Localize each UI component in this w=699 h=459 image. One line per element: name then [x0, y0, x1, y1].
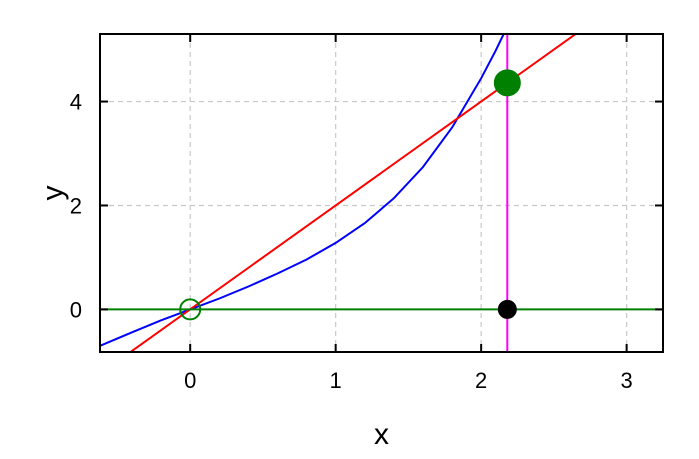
- grid: [100, 34, 663, 352]
- y-tick-labels: 0 2 4: [70, 90, 82, 323]
- y-axis-label: y: [37, 186, 70, 201]
- x-tick-labels: 0 1 2 3: [184, 368, 633, 393]
- data-point: [497, 299, 517, 319]
- series-line-curve: [100, 34, 505, 347]
- plot-frame: [99, 33, 664, 353]
- x-tick-label: 2: [475, 368, 487, 393]
- x-tick-label: 0: [184, 368, 196, 393]
- series-line-line: [128, 34, 578, 352]
- data-point: [493, 69, 521, 97]
- x-axis-label: x: [374, 418, 389, 451]
- series-layer: [100, 34, 663, 352]
- y-tick-label: 4: [70, 90, 82, 115]
- data-point: [179, 298, 202, 321]
- x-tick-label: 3: [621, 368, 633, 393]
- y-tick-label: 0: [70, 297, 82, 322]
- x-tick-label: 1: [330, 368, 342, 393]
- y-tick-label: 2: [70, 193, 82, 218]
- ticks-layer: [100, 34, 663, 352]
- points-layer: [179, 69, 521, 321]
